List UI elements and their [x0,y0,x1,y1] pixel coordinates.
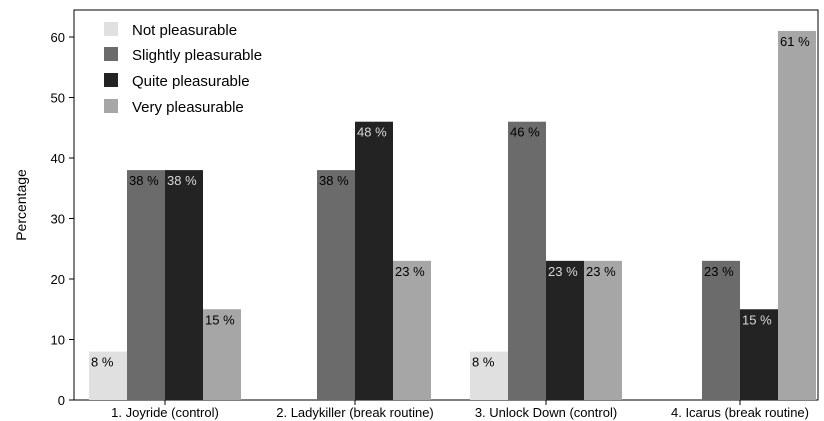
bar [546,260,584,400]
bar-value-label: 38 % [319,173,349,188]
legend-swatch [104,22,118,36]
x-tick-label: 4. Icarus (break routine) [671,405,809,420]
bar-value-label: 23 % [586,264,616,279]
bar-value-label: 46 % [510,125,540,140]
bar-value-label: 15 % [742,312,772,327]
y-axis-title: Percentage [13,169,29,241]
legend-label: Quite pleasurable [132,73,250,90]
legend-label: Slightly pleasurable [132,47,262,64]
bar [584,260,622,400]
y-tick-label: 40 [51,151,65,166]
legend-label: Not pleasurable [132,22,237,39]
y-axis: 0 10 20 30 40 50 60 [51,30,74,408]
bar [702,260,740,400]
x-tick-label: 1. Joyride (control) [111,405,219,420]
y-tick-label: 50 [51,91,65,106]
bars [89,30,816,400]
bar-value-label: 38 % [167,173,197,188]
legend: Not pleasurable Slightly pleasurable Quite… [104,22,262,116]
bar-value-label: 8 % [472,355,495,370]
bar-value-label: 48 % [357,125,387,140]
bar-value-label: 23 % [548,264,578,279]
y-tick-label: 30 [51,212,65,227]
bar [470,351,508,400]
plot-frame [73,9,819,401]
x-tick-label: 2. Ladykiller (break routine) [276,405,434,420]
bar [127,170,165,400]
bar [165,170,203,400]
bar [89,351,127,400]
legend-swatch [104,47,118,61]
y-tick-label: 0 [58,393,65,408]
legend-label: Very pleasurable [132,99,244,116]
bar [317,170,355,400]
bar-value-label: 23 % [704,264,734,279]
bar [740,309,778,400]
y-tick-label: 20 [51,272,65,287]
y-tick-label: 10 [51,333,65,348]
bar-value-label: 23 % [395,264,425,279]
bar [508,121,546,400]
x-axis: 1. Joyride (control) 2. Ladykiller (break… [111,400,809,420]
legend-swatch [104,73,118,87]
bar [355,121,393,400]
bar [778,30,816,400]
bar [393,260,431,400]
bar-value-label: 8 % [91,355,114,370]
legend-swatch [104,99,118,113]
data-labels: 8 % 38 % 38 % 15 % 38 % 48 % 23 % 8 % 46 % 23 % 23… [91,34,810,370]
x-tick-label: 3. Unlock Down (control) [475,405,617,420]
bar-value-label: 61 % [780,34,810,49]
bar-value-label: 38 % [129,173,159,188]
bar-value-label: 15 % [205,312,235,327]
bar [203,309,241,400]
y-tick-label: 60 [51,30,65,45]
